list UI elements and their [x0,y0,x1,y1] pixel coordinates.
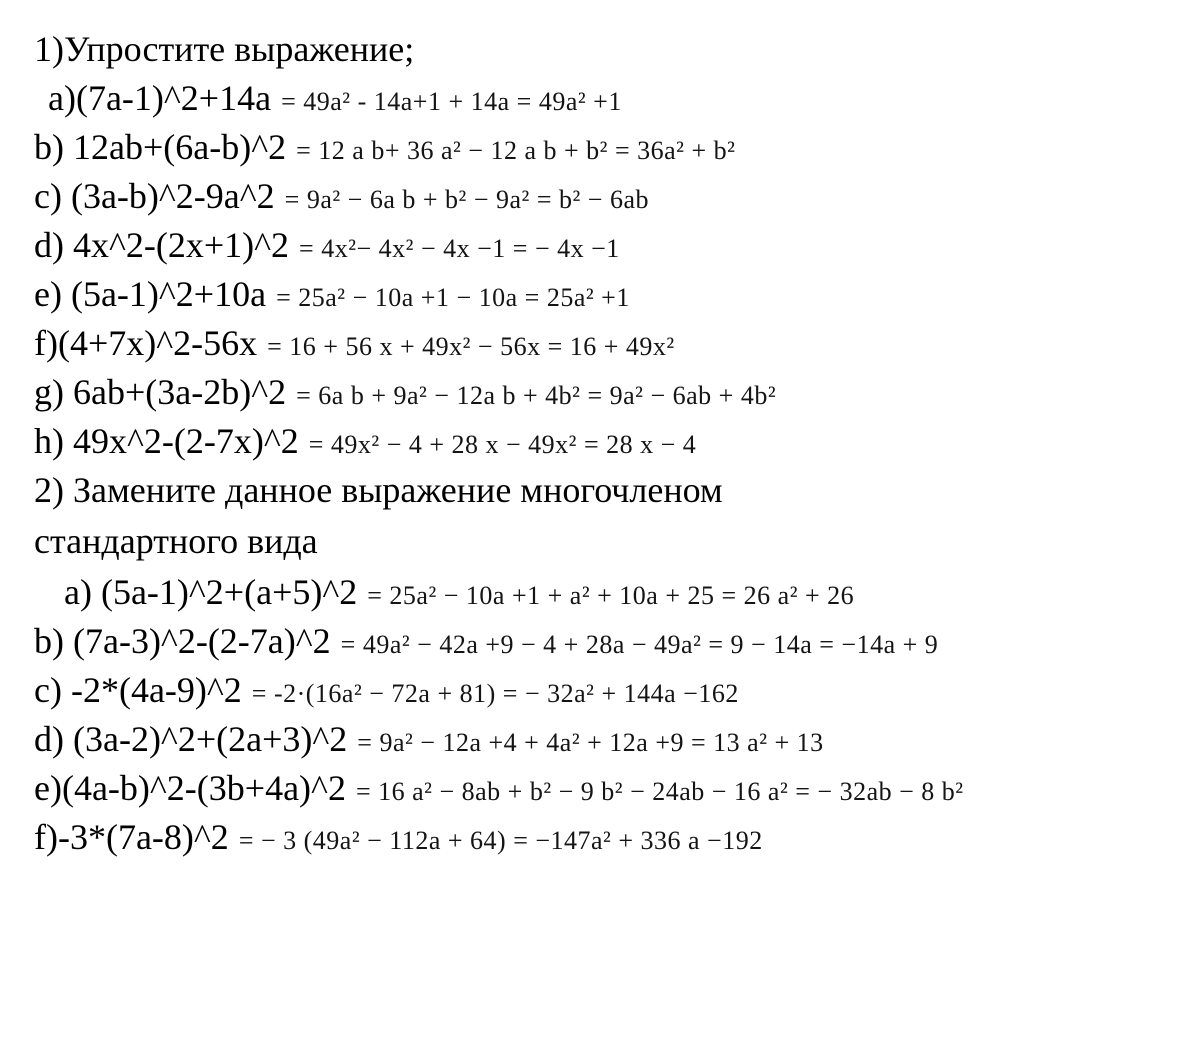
printed-text: a)(7a-1)^2+14a [48,77,271,119]
line-1-heading: 1)Упростите выражение; [34,28,1170,77]
hand-solution: = 12 a b+ 36 a² − 12 a b + b² = 36a² + b… [296,136,735,166]
printed-text: c) (3a-b)^2-9a^2 [34,175,275,217]
hand-solution: = − 3 (49a² − 112a + 64) = −147a² + 336 … [239,826,763,856]
hand-solution: = 25a² − 10a +1 − 10a = 25a² +1 [276,283,630,313]
line-1c: c) (3a-b)^2-9a^2 = 9a² − 6a b + b² − 9a²… [34,175,1170,224]
printed-text: b) 12ab+(6a-b)^2 [34,126,286,168]
printed-text: f)-3*(7a-8)^2 [34,816,229,858]
hand-solution: = 6a b + 9a² − 12a b + 4b² = 9a² − 6ab +… [296,381,776,411]
hand-solution: = 49x² − 4 + 28 x − 49x² = 28 x − 4 [309,430,697,460]
hand-solution: = 25a² − 10a +1 + a² + 10a + 25 = 26 a² … [367,581,854,611]
printed-text: d) (3a-2)^2+(2a+3)^2 [34,718,347,760]
hand-solution: = 9a² − 12a +4 + 4a² + 12a +9 = 13 a² + … [357,728,823,758]
printed-text: h) 49x^2-(2-7x)^2 [34,420,299,462]
line-2f: f)-3*(7a-8)^2 = − 3 (49a² − 112a + 64) =… [34,816,1170,865]
printed-text: a) (5a-1)^2+(a+5)^2 [64,571,357,613]
line-1b: b) 12ab+(6a-b)^2 = 12 a b+ 36 a² − 12 a … [34,126,1170,175]
line-2e: e)(4a-b)^2-(3b+4a)^2 = 16 a² − 8ab + b² … [34,767,1170,816]
hand-solution: = 49a² − 42a +9 − 4 + 28a − 49a² = 9 − 1… [341,630,939,660]
line-1h: h) 49x^2-(2-7x)^2 = 49x² − 4 + 28 x − 49… [34,420,1170,469]
line-1g: g) 6ab+(3a-2b)^2 = 6a b + 9a² − 12a b + … [34,371,1170,420]
printed-text: 1)Упростите выражение; [34,28,414,70]
hand-solution: = -2·(16a² − 72a + 81) = − 32a² + 144a −… [252,679,739,709]
printed-text: d) 4x^2-(2x+1)^2 [34,224,289,266]
hand-solution: = 49a² - 14a+1 + 14a = 49a² +1 [281,87,622,117]
line-1e: e) (5a-1)^2+10a = 25a² − 10a +1 − 10a = … [34,273,1170,322]
line-2a: a) (5a-1)^2+(a+5)^2 = 25a² − 10a +1 + a²… [34,571,1170,620]
line-1f: f)(4+7x)^2-56x = 16 + 56 x + 49x² − 56x … [34,322,1170,371]
hand-solution: = 16 + 56 x + 49x² − 56x = 16 + 49x² [267,332,675,362]
line-2-heading-2: стандартного вида [34,520,1170,569]
worksheet-page: 1)Упростите выражение; a)(7a-1)^2+14a = … [0,0,1200,865]
printed-text: стандартного вида [34,520,318,562]
hand-solution: = 4x²− 4x² − 4x −1 = − 4x −1 [299,234,620,264]
line-1d: d) 4x^2-(2x+1)^2 = 4x²− 4x² − 4x −1 = − … [34,224,1170,273]
printed-text: b) (7a-3)^2-(2-7a)^2 [34,620,331,662]
line-1a: a)(7a-1)^2+14a = 49a² - 14a+1 + 14a = 49… [34,77,1170,126]
hand-solution: = 16 a² − 8ab + b² − 9 b² − 24ab − 16 a²… [356,777,964,807]
line-2-heading-1: 2) Замените данное выражение многочленом [34,469,1170,518]
line-2d: d) (3a-2)^2+(2a+3)^2 = 9a² − 12a +4 + 4a… [34,718,1170,767]
printed-text: c) -2*(4a-9)^2 [34,669,242,711]
printed-text: 2) Замените данное выражение многочленом [34,469,723,511]
line-2c: c) -2*(4a-9)^2 = -2·(16a² − 72a + 81) = … [34,669,1170,718]
printed-text: g) 6ab+(3a-2b)^2 [34,371,286,413]
line-2b: b) (7a-3)^2-(2-7a)^2 = 49a² − 42a +9 − 4… [34,620,1170,669]
hand-solution: = 9a² − 6a b + b² − 9a² = b² − 6ab [285,185,649,215]
printed-text: f)(4+7x)^2-56x [34,322,257,364]
printed-text: e) (5a-1)^2+10a [34,273,266,315]
printed-text: e)(4a-b)^2-(3b+4a)^2 [34,767,346,809]
